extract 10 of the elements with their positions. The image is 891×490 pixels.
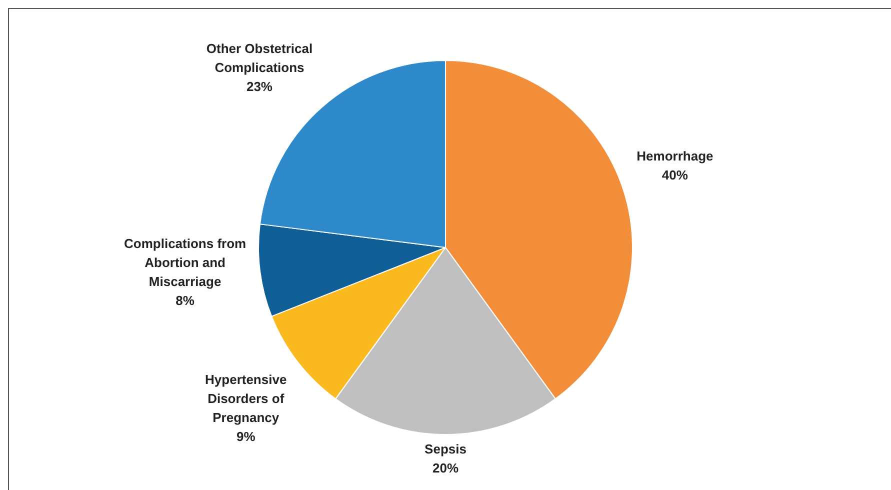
data-label: 23% xyxy=(246,78,273,94)
slice-label: Complications from Abortion and Miscarriage xyxy=(124,236,246,289)
slice-label: Hemorrhage xyxy=(636,148,714,164)
slice-label: Sepsis xyxy=(424,442,466,457)
data-label: 8% xyxy=(176,292,195,308)
slice-label: Hypertensive Disorders of Pregnancy xyxy=(205,372,287,425)
data-label: 9% xyxy=(236,428,256,444)
data-label: 20% xyxy=(432,460,459,476)
data-label: 40% xyxy=(662,167,688,182)
slice-label: Other Obstetrical Complications xyxy=(206,40,313,75)
